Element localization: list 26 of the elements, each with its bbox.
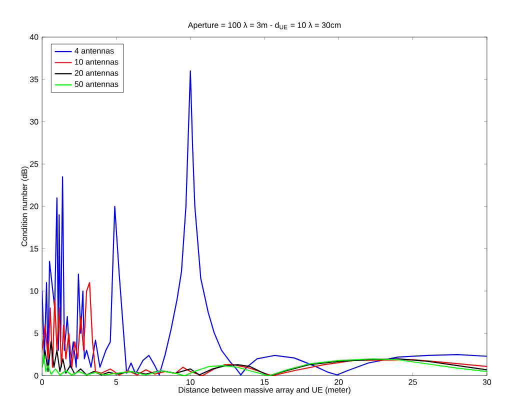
- y-tick-label: 25: [30, 161, 38, 168]
- y-tick-label: 5: [34, 330, 38, 336]
- legend-label: 4 antennas: [74, 48, 114, 54]
- x-axis-title: Distance between massive array and UE (meter): [178, 386, 350, 394]
- y-tick-label: 35: [30, 76, 38, 82]
- x-tick-label: 10: [186, 379, 195, 386]
- legend-label: 20 antennas: [74, 70, 118, 76]
- y-axis-title: Condition number (dB): [21, 166, 29, 246]
- y-tick-label: 40: [30, 34, 38, 40]
- x-tick-label: 15: [260, 379, 269, 385]
- y-tick-label: 0: [34, 372, 38, 379]
- line-series: [42, 354, 487, 376]
- legend-label: 10 antennas: [75, 59, 118, 65]
- x-tick-label: 30: [482, 379, 492, 386]
- y-tick-label: 10: [30, 288, 38, 294]
- line-series: [42, 282, 487, 376]
- chart-title: Aperture = 100 λ = 3m - d$_{UE}$ = 10 λ = 30cm: [188, 22, 341, 30]
- legend-label: 50 antennas: [74, 81, 118, 88]
- y-tick-label: 15: [30, 246, 38, 252]
- x-tick-label: 25: [408, 379, 417, 386]
- line-series: [42, 70, 487, 376]
- x-tick-label: 20: [334, 379, 343, 386]
- x-tick-label: 5: [114, 379, 118, 385]
- y-tick-label: 20: [30, 204, 38, 210]
- y-tick-label: 30: [30, 119, 38, 125]
- x-tick-label: 0: [40, 379, 44, 386]
